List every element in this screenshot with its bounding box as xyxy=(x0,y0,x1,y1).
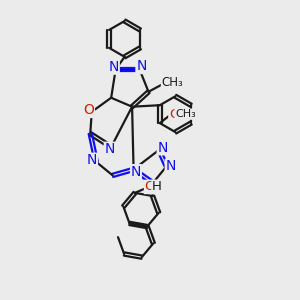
Text: CH₃: CH₃ xyxy=(161,76,183,89)
Text: N: N xyxy=(104,142,115,156)
Text: N: N xyxy=(158,141,168,154)
Text: N: N xyxy=(87,154,97,167)
Text: N: N xyxy=(131,165,141,179)
Text: N: N xyxy=(109,60,119,74)
Text: N: N xyxy=(136,59,146,74)
Text: N: N xyxy=(165,159,176,173)
Text: O: O xyxy=(145,180,155,194)
Text: O: O xyxy=(83,103,94,117)
Text: CH₃: CH₃ xyxy=(175,109,196,119)
Text: O: O xyxy=(169,108,179,121)
Text: H: H xyxy=(152,180,162,194)
